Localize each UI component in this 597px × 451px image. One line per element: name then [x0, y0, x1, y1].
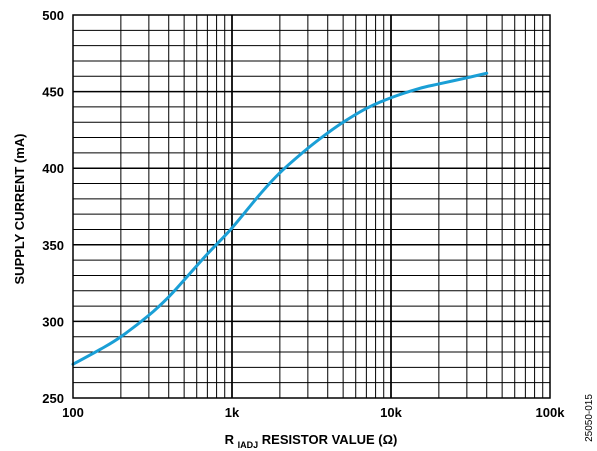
plot-frame: [72, 14, 551, 399]
y-tick-labels: 250 300 350 400 450 500: [42, 8, 64, 406]
series-layer: [71, 71, 489, 366]
figure-id: 25050-015: [584, 394, 595, 442]
x-axis-label-rest: RESISTOR VALUE (Ω): [262, 432, 398, 447]
y-axis-label: SUPPLY CURRENT (mA): [12, 134, 27, 285]
x-axis-label-subscript: IADJ: [238, 440, 259, 450]
y-tick-label: 500: [42, 8, 64, 23]
x-axis-label: R IADJ RESISTOR VALUE (Ω): [225, 432, 398, 451]
y-tick-label: 250: [42, 391, 64, 406]
x-tick-label: 10k: [380, 405, 402, 420]
supply-current-series-line: [71, 71, 489, 366]
grid-lines: [73, 15, 550, 398]
x-axis-label-main: R: [225, 432, 235, 447]
y-tick-label: 350: [42, 238, 64, 253]
y-tick-label: 400: [42, 161, 64, 176]
x-tick-labels: 100 1k 10k 100k: [62, 405, 565, 420]
x-tick-label: 1k: [225, 405, 240, 420]
y-tick-label: 300: [42, 314, 64, 329]
y-tick-label: 450: [42, 85, 64, 100]
x-tick-label: 100: [62, 405, 84, 420]
x-tick-label: 100k: [536, 405, 566, 420]
